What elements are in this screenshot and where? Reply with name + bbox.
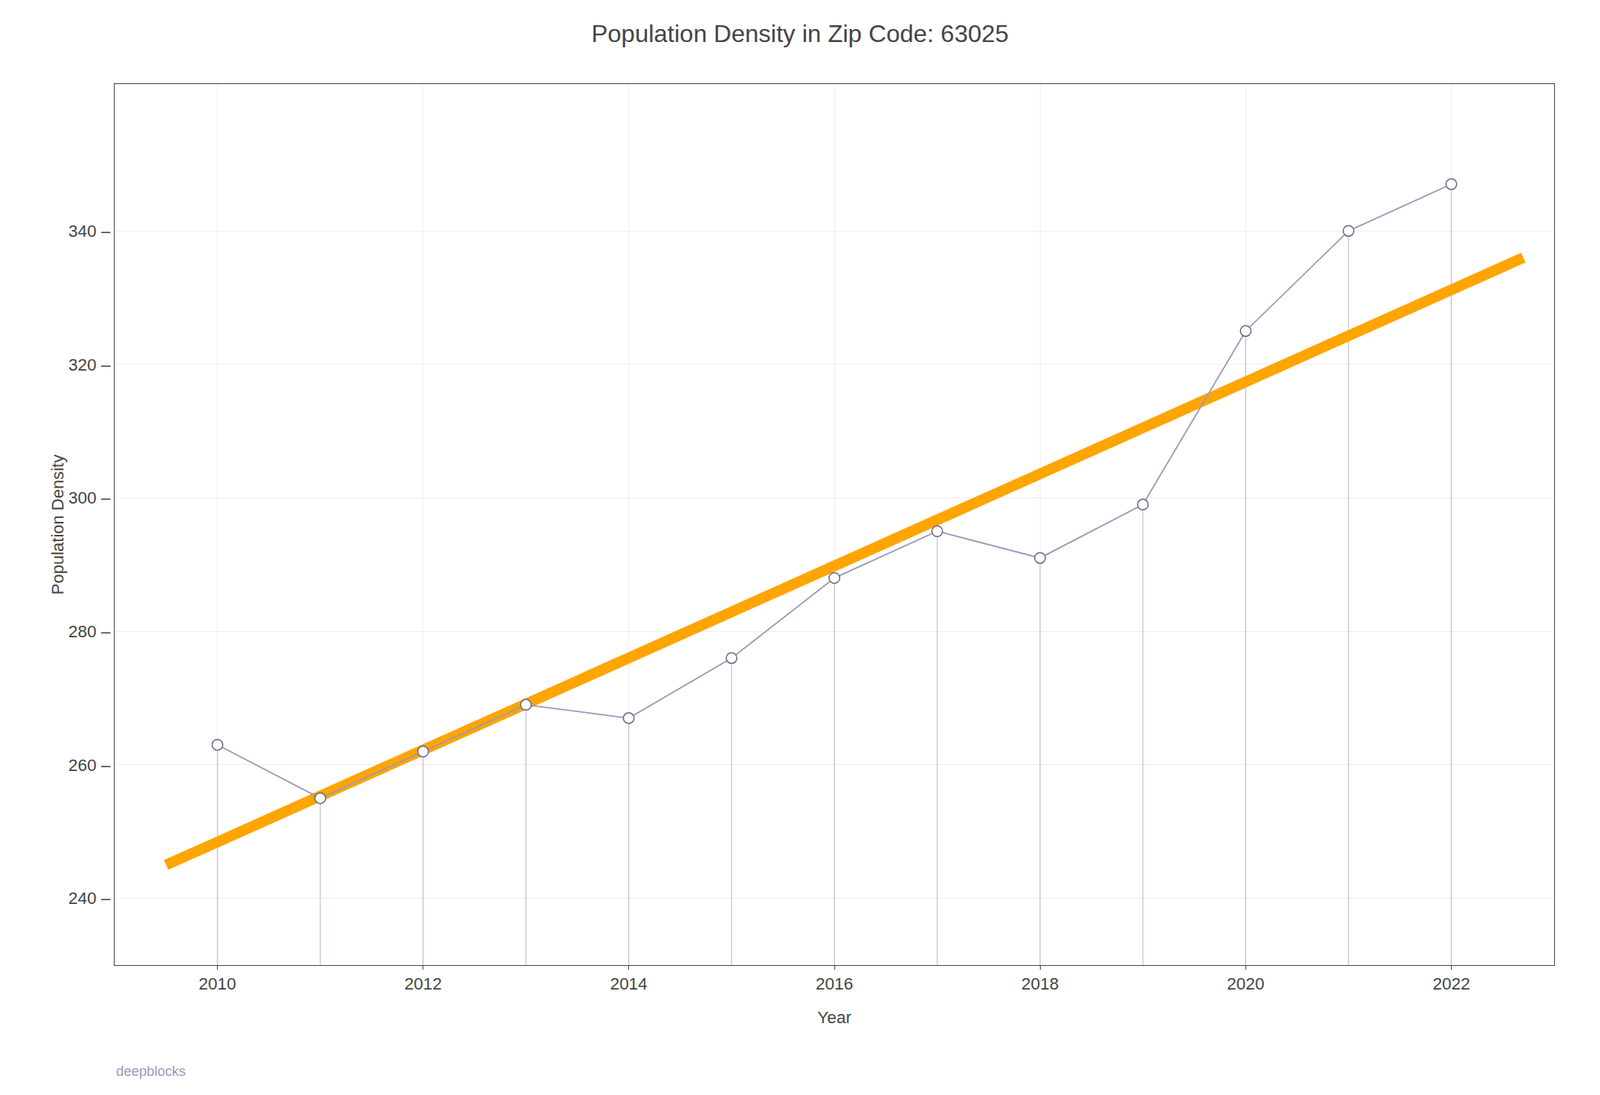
svg-text:Population Density in Zip Code: Population Density in Zip Code: 63025 [591, 19, 1009, 48]
svg-text:2012: 2012 [404, 974, 442, 994]
svg-text:2010: 2010 [198, 974, 237, 994]
svg-text:300 –: 300 – [68, 488, 112, 508]
svg-text:2022: 2022 [1432, 974, 1471, 994]
svg-text:2020: 2020 [1227, 974, 1265, 994]
svg-text:240 –: 240 – [68, 888, 112, 908]
svg-text:320 –: 320 – [68, 355, 112, 375]
svg-text:Year: Year [817, 1007, 852, 1027]
svg-text:Population Density: Population Density [48, 454, 68, 595]
svg-text:2014: 2014 [609, 974, 648, 994]
svg-text:260 –: 260 – [68, 755, 112, 775]
svg-text:deepblocks: deepblocks [116, 1063, 186, 1079]
svg-text:340 –: 340 – [68, 221, 112, 241]
svg-text:2018: 2018 [1021, 974, 1060, 994]
svg-text:2016: 2016 [816, 974, 854, 994]
svg-text:280 –: 280 – [68, 621, 112, 642]
